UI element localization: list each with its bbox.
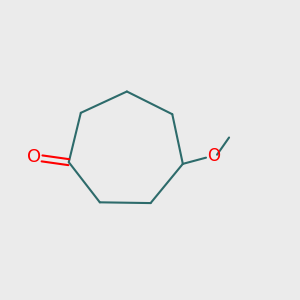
Text: O: O: [207, 147, 220, 165]
Text: O: O: [27, 148, 41, 166]
